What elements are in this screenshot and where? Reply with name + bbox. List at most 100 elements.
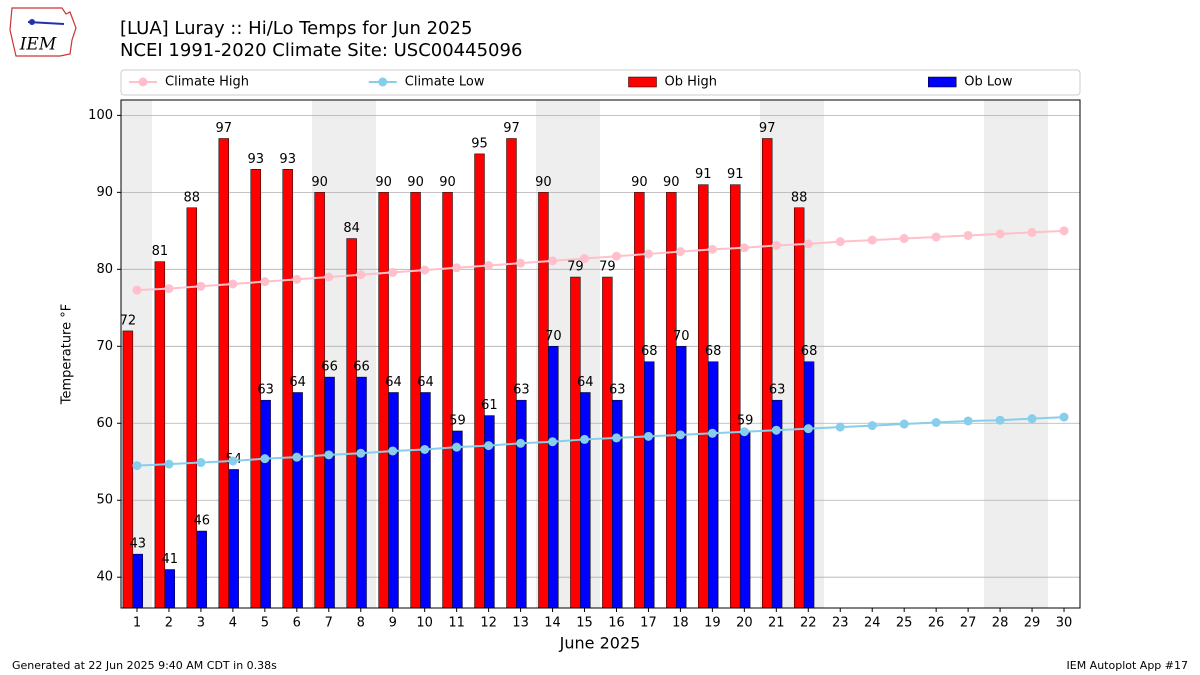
point (228, 456, 238, 466)
data-label: 66 (353, 360, 370, 375)
point (196, 458, 206, 468)
point (1027, 227, 1037, 237)
data-label: 95 (471, 136, 488, 151)
x-tick-label: 8 (357, 616, 365, 631)
bar (122, 330, 134, 609)
x-tick-label: 23 (832, 616, 849, 631)
legend-label: Climate Low (405, 75, 485, 90)
x-tick-label: 12 (480, 616, 497, 631)
point (196, 281, 206, 291)
bar (548, 346, 559, 609)
point (739, 427, 749, 437)
point (771, 425, 781, 435)
data-label: 46 (193, 514, 210, 529)
bar (410, 192, 421, 609)
bar (356, 376, 367, 609)
point (899, 234, 909, 244)
bar (506, 138, 517, 609)
point (324, 272, 334, 282)
data-label: 59 (449, 413, 466, 428)
point (1059, 226, 1069, 236)
point (580, 254, 590, 264)
legend-label: Climate High (165, 75, 249, 90)
point (931, 418, 941, 428)
data-label: 41 (161, 552, 178, 567)
point (611, 251, 621, 261)
legend-marker (378, 77, 388, 87)
point (452, 263, 462, 273)
footer-right: IEM Autoplot App #17 (1067, 659, 1189, 672)
point (132, 461, 142, 471)
x-tick-label: 16 (608, 616, 625, 631)
data-label: 64 (385, 375, 402, 390)
bar (132, 553, 143, 609)
chart-title: [LUA] Luray :: Hi/Lo Temps for Jun 2025 (120, 18, 472, 39)
x-tick-label: 11 (448, 616, 465, 631)
data-label: 63 (769, 383, 786, 398)
x-tick-label: 19 (704, 616, 721, 631)
point (899, 419, 909, 429)
point (484, 441, 494, 451)
bar (346, 238, 357, 609)
point (516, 438, 526, 448)
data-label: 90 (407, 175, 424, 190)
bar (186, 207, 198, 609)
data-label: 90 (311, 175, 328, 190)
x-tick-label: 7 (325, 616, 333, 631)
point (867, 421, 877, 431)
point (931, 232, 941, 242)
point (771, 240, 781, 250)
data-label: 68 (801, 344, 818, 359)
data-label: 90 (535, 175, 552, 190)
data-label: 97 (503, 121, 520, 136)
data-label: 88 (184, 190, 201, 205)
legend-marker (138, 77, 148, 87)
point (548, 437, 558, 447)
point (484, 260, 494, 270)
point (1027, 414, 1037, 424)
data-label: 97 (215, 121, 232, 136)
point (675, 247, 685, 257)
point (963, 416, 973, 426)
point (260, 277, 270, 287)
x-tick-label: 24 (864, 616, 881, 631)
data-label: 93 (279, 152, 296, 167)
data-label: 63 (609, 383, 626, 398)
bar (698, 184, 709, 609)
point (356, 270, 366, 280)
bar (666, 192, 677, 609)
point (643, 431, 653, 441)
bar (516, 399, 527, 609)
data-label: 90 (375, 175, 392, 190)
point (963, 230, 973, 240)
point (388, 446, 398, 456)
bar (644, 361, 655, 609)
point (995, 415, 1005, 425)
point (292, 274, 302, 284)
legend-box (120, 69, 1081, 96)
point (995, 229, 1005, 239)
legend-label: Ob Low (964, 75, 1013, 90)
legend-swatch (928, 76, 957, 88)
y-tick-label: 60 (96, 416, 113, 431)
x-tick-label: 9 (389, 616, 397, 631)
y-tick-label: 80 (96, 262, 113, 277)
point (516, 258, 526, 268)
x-tick-label: 28 (992, 616, 1009, 631)
y-tick-label: 100 (88, 108, 113, 123)
bar (762, 138, 773, 609)
line (136, 229, 1065, 292)
point (548, 256, 558, 266)
bar (228, 469, 239, 609)
x-tick-label: 2 (165, 616, 173, 631)
x-tick-label: 10 (416, 616, 433, 631)
bar (218, 138, 229, 609)
data-label: 84 (343, 221, 360, 236)
x-tick-label: 29 (1024, 616, 1041, 631)
data-label: 70 (545, 329, 562, 344)
data-label: 81 (152, 244, 169, 259)
x-tick-label: 1 (133, 616, 141, 631)
point (420, 265, 430, 275)
point (164, 459, 174, 469)
x-tick-label: 25 (896, 616, 913, 631)
